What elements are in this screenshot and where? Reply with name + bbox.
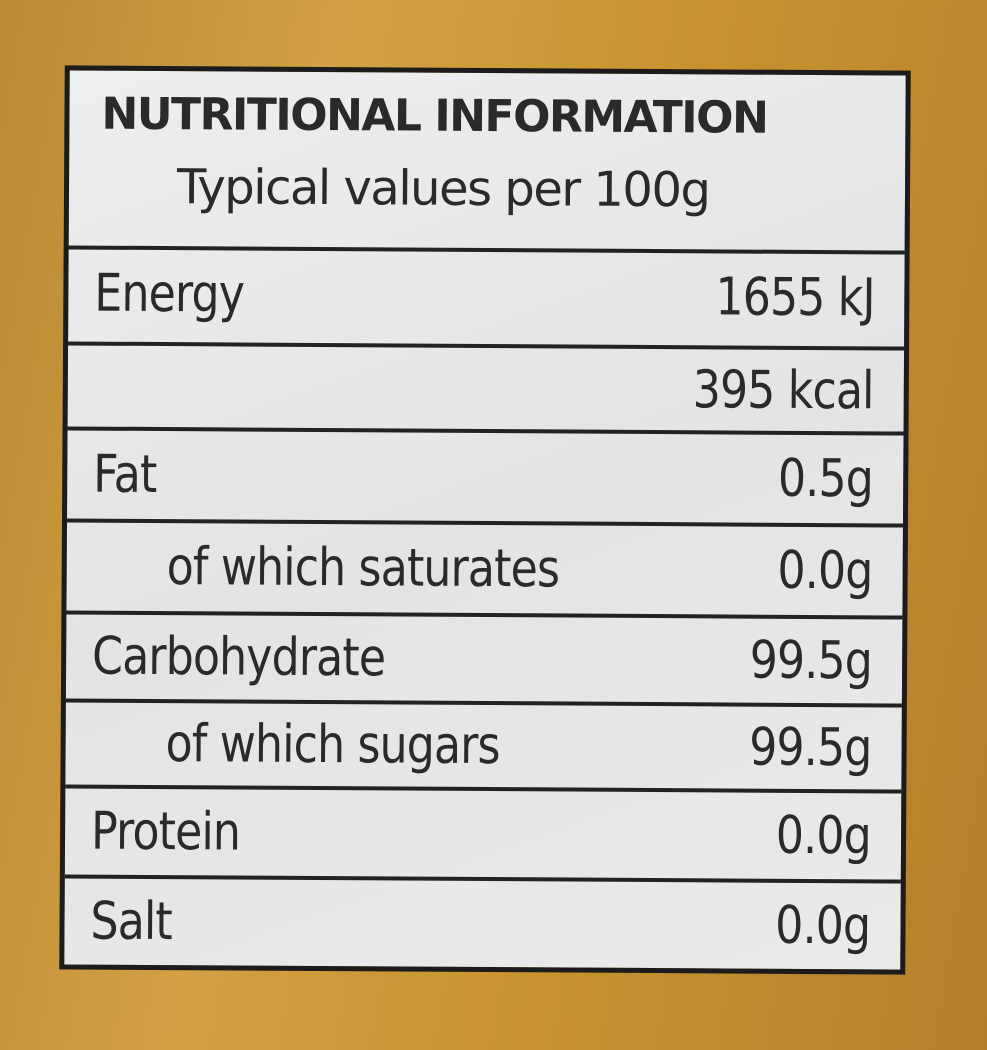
row-label: Carbohydrate bbox=[91, 626, 386, 689]
header: NUTRITIONAL INFORMATION Typical values p… bbox=[68, 70, 906, 255]
row-value: 1655 kJ bbox=[714, 267, 875, 329]
title: NUTRITIONAL INFORMATION bbox=[101, 88, 768, 144]
row-label: Energy bbox=[94, 263, 245, 325]
row-label: Protein bbox=[90, 801, 241, 863]
row: 395 kcal bbox=[67, 345, 905, 436]
row: of which sugars 99.5g bbox=[65, 702, 902, 794]
row: Salt 0.0g bbox=[64, 878, 901, 969]
row-value: 395 kcal bbox=[692, 359, 874, 421]
row-label: Salt bbox=[90, 891, 173, 953]
row-label: of which saturates bbox=[166, 537, 560, 600]
row-value: 0.0g bbox=[777, 540, 873, 602]
row: Carbohydrate 99.5g bbox=[65, 614, 903, 708]
row-label: Fat bbox=[93, 444, 157, 505]
row-value: 99.5g bbox=[749, 630, 873, 692]
row: Energy 1655 kJ bbox=[68, 245, 905, 351]
subtitle: Typical values per 100g bbox=[176, 159, 710, 219]
row-value: 0.0g bbox=[775, 895, 871, 957]
nutrition-label: NUTRITIONAL INFORMATION Typical values p… bbox=[59, 65, 911, 975]
row-label: of which sugars bbox=[165, 714, 500, 777]
row-value: 99.5g bbox=[749, 717, 872, 779]
row: of which saturates 0.0g bbox=[66, 522, 903, 620]
row-value: 0.0g bbox=[775, 805, 872, 867]
row: Protein 0.0g bbox=[64, 788, 902, 884]
row-value: 0.5g bbox=[778, 448, 874, 510]
row: Fat 0.5g bbox=[66, 430, 904, 528]
